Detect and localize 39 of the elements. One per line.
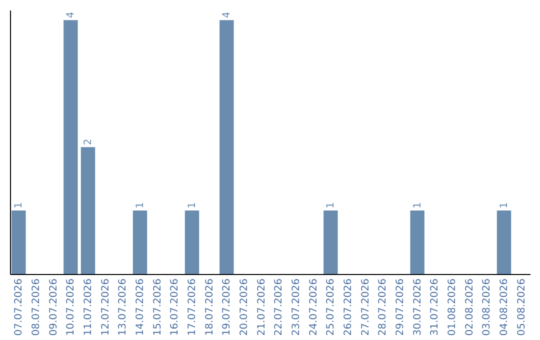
data-label: 1	[187, 202, 198, 209]
data-label: 1	[135, 202, 146, 209]
data-label: 1	[14, 202, 25, 209]
x-tick-label: 27.07.2026	[360, 278, 372, 336]
x-tick-label: 01.08.2026	[447, 278, 458, 336]
data-label: 1	[412, 202, 424, 209]
x-tick-label: 08.07.2026	[31, 278, 42, 336]
data-label: 1	[499, 202, 510, 209]
x-tick-label: 09.07.2026	[48, 278, 60, 336]
x-tick-label: 14.07.2026	[135, 278, 146, 336]
x-tick-label: 07.07.2026	[14, 278, 25, 336]
x-tick-label: 04.08.2026	[499, 278, 510, 336]
x-tick-label: 21.07.2026	[256, 278, 268, 336]
x-tick-label: 24.07.2026	[308, 278, 320, 336]
x-tick-label: 03.08.2026	[482, 278, 493, 336]
x-tick-label: 30.07.2026	[412, 278, 424, 336]
data-label: 1	[326, 202, 337, 209]
x-tick-label: 29.07.2026	[395, 278, 406, 336]
x-tick-label: 15.07.2026	[152, 278, 164, 336]
x-tick-label: 02.08.2026	[464, 278, 476, 336]
data-label: 4	[222, 12, 233, 18]
x-tick-label: 19.07.2026	[222, 278, 233, 336]
x-tick-label: 10.07.2026	[66, 278, 77, 336]
x-tick-label: 16.07.2026	[170, 278, 181, 336]
x-tick-label: 17.07.2026	[187, 278, 198, 336]
data-label: 2	[83, 138, 94, 146]
data-label: 4	[66, 12, 77, 18]
x-tick-label: 12.07.2026	[100, 278, 112, 336]
x-tick-label: 18.07.2026	[204, 278, 216, 336]
x-tick-label: 25.07.2026	[326, 278, 337, 336]
x-tick-label: 13.07.2026	[118, 278, 129, 336]
x-tick-label: 28.07.2026	[378, 278, 389, 336]
x-tick-label: 31.07.2026	[430, 278, 441, 336]
x-tick-label: 20.07.2026	[239, 278, 250, 336]
x-tick-label: 11.07.2026	[83, 278, 94, 336]
x-tick-label: 26.07.2026	[343, 278, 354, 336]
x-tick-label: 23.07.2026	[291, 278, 302, 336]
x-tick-label: 05.08.2026	[516, 278, 528, 336]
x-tick-label: 22.07.2026	[274, 278, 285, 336]
